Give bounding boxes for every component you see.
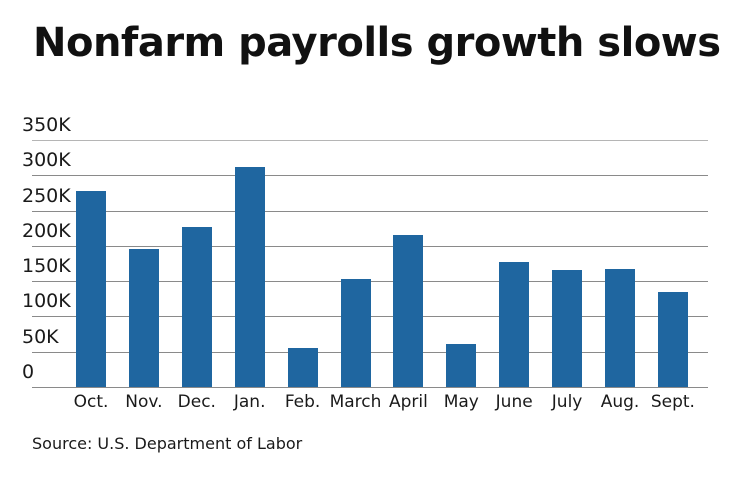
y-axis-tick-label: 350K bbox=[22, 114, 71, 136]
x-axis-tick-label: Aug. bbox=[600, 392, 640, 412]
bar-aug bbox=[605, 269, 635, 387]
y-axis-tick-label: 150K bbox=[22, 255, 71, 278]
bar-feb bbox=[287, 348, 318, 387]
x-axis-tick-label: Feb. bbox=[284, 392, 321, 412]
x-axis-tick-label: April bbox=[388, 392, 428, 412]
gridline bbox=[32, 245, 708, 247]
x-axis-tick-label: May bbox=[443, 392, 479, 412]
x-axis-tick-label: Jan. bbox=[233, 392, 266, 412]
bar-june bbox=[499, 262, 530, 387]
bar-jan bbox=[234, 166, 265, 387]
gridline bbox=[32, 210, 708, 212]
y-axis-tick-label: 250K bbox=[22, 184, 71, 207]
chart-source-note: Source: U.S. Department of Labor bbox=[32, 434, 303, 453]
x-axis-tick-label: Nov. bbox=[125, 392, 163, 412]
y-axis-tick-label: 0 bbox=[22, 361, 35, 383]
gridline bbox=[32, 387, 708, 388]
bar-july bbox=[552, 269, 583, 387]
bar-dec bbox=[181, 226, 212, 387]
x-axis-tick-label: June bbox=[495, 392, 533, 412]
bar-march bbox=[340, 279, 371, 387]
y-axis-tick-label: 100K bbox=[22, 290, 71, 313]
bar-may bbox=[446, 343, 477, 387]
y-axis-tick-label: 200K bbox=[22, 219, 71, 242]
bar-april bbox=[393, 235, 424, 387]
x-axis-tick-label: Sept. bbox=[650, 392, 695, 412]
bar-nov bbox=[128, 248, 159, 387]
gridline bbox=[32, 175, 708, 177]
gridline bbox=[32, 140, 708, 141]
bar-oct bbox=[76, 190, 106, 387]
x-axis-tick-label: Oct. bbox=[73, 392, 109, 412]
x-axis-tick-label: March bbox=[329, 392, 382, 412]
chart-title: Nonfarm payrolls growth slows bbox=[33, 20, 721, 66]
bar-sept bbox=[657, 292, 688, 387]
y-axis-tick-label: 300K bbox=[22, 149, 71, 172]
x-axis-tick-label: July bbox=[551, 392, 583, 412]
y-axis-tick-label: 50K bbox=[22, 325, 59, 348]
x-axis-tick-label: Dec. bbox=[177, 392, 216, 412]
